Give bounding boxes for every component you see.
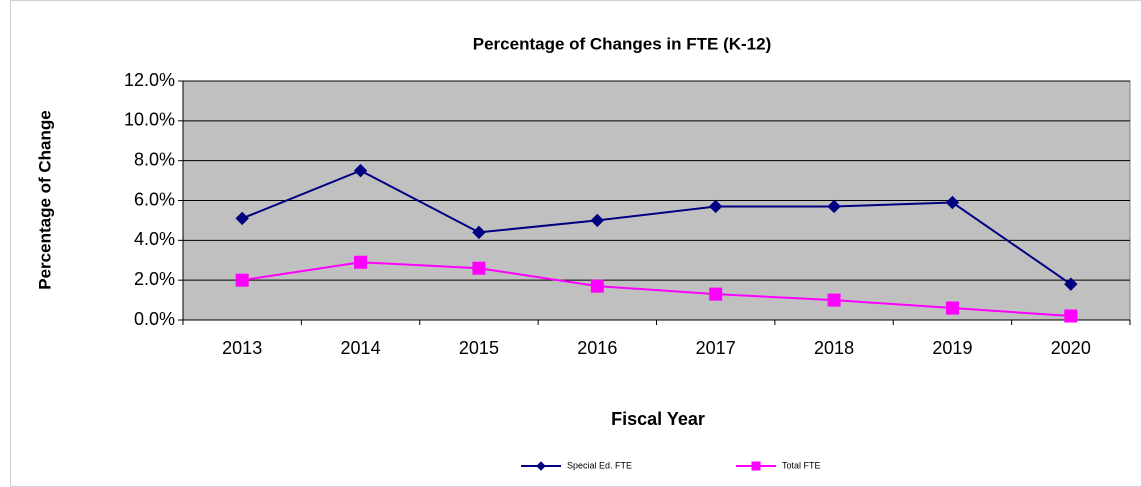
x-tick-label: 2014: [341, 338, 381, 358]
legend-marker: [536, 461, 546, 471]
x-axis-label: Fiscal Year: [611, 409, 705, 429]
data-point: [472, 225, 486, 240]
x-tick-label: 2017: [696, 338, 736, 358]
data-point: [945, 301, 959, 315]
y-tick-label: 12.0%: [124, 70, 175, 90]
data-point: [1064, 309, 1078, 323]
x-tick-label: 2013: [222, 338, 262, 358]
legend-label: Total FTE: [782, 460, 821, 470]
data-point: [590, 213, 605, 228]
series-line: [242, 261, 1071, 318]
data-point: [235, 273, 249, 287]
data-point: [353, 163, 368, 178]
y-tick-label: 6.0%: [134, 189, 175, 209]
y-tick-label: 10.0%: [124, 110, 175, 130]
data-point: [708, 199, 723, 214]
y-tick-label: 2.0%: [134, 269, 175, 289]
y-axis-label: Percentage of Change: [35, 110, 54, 290]
x-tick-label: 2020: [1051, 338, 1091, 358]
data-point: [827, 293, 841, 307]
legend-marker: [751, 461, 761, 471]
series-line: [241, 169, 1072, 285]
data-point: [472, 261, 486, 275]
data-point: [945, 195, 960, 210]
data-point: [354, 255, 368, 269]
x-tick-label: 2019: [932, 338, 972, 358]
x-tick-label: 2015: [459, 338, 499, 358]
data-point: [1064, 277, 1078, 291]
x-tick-label: 2016: [577, 338, 617, 358]
y-tick-label: 4.0%: [134, 229, 175, 249]
data-point: [590, 279, 604, 293]
x-tick-label: 2018: [814, 338, 854, 358]
y-tick-label: 8.0%: [134, 149, 175, 169]
data-point: [827, 199, 841, 214]
chart-title: Percentage of Changes in FTE (K-12): [473, 34, 772, 53]
legend-label: Special Ed. FTE: [567, 460, 632, 470]
data-point: [235, 211, 249, 226]
data-point: [709, 287, 723, 301]
y-tick-label: 0.0%: [134, 309, 175, 329]
